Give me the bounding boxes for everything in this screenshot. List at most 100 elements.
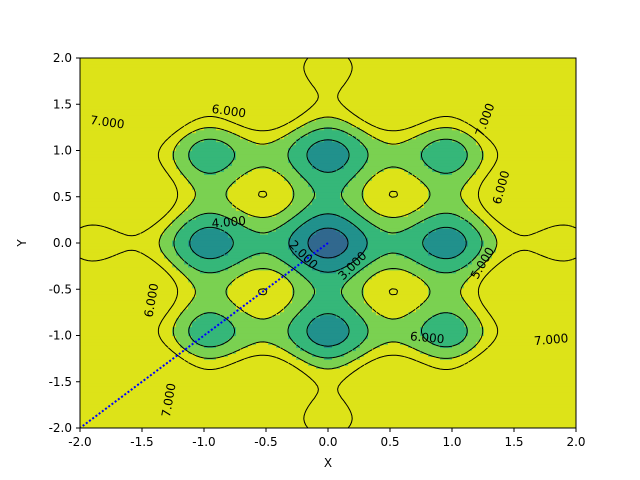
contour-cell [80, 78, 85, 83]
contour-cell [84, 335, 89, 340]
contour-cell [108, 63, 113, 68]
contour-cell [84, 395, 89, 399]
contour-cell [88, 111, 93, 116]
contour-cell [120, 231, 125, 235]
contour-cell [116, 123, 121, 128]
contour-cell [96, 308, 101, 313]
contour-cell [92, 180, 97, 184]
contour-cell [92, 78, 97, 83]
contour-cell [116, 222, 121, 226]
contour-cell [128, 162, 133, 167]
contour-cell [112, 135, 117, 140]
contour-cell [100, 147, 105, 152]
contour-cell [120, 389, 125, 393]
contour-cell [128, 219, 133, 223]
contour-cell [220, 58, 225, 62]
contour-cell [212, 58, 217, 62]
contour-cell [124, 180, 129, 184]
contour-cell [108, 296, 113, 301]
contour-cell [88, 117, 93, 122]
contour-cell [92, 84, 97, 89]
contour-cell [128, 359, 133, 363]
contour-cell [104, 356, 109, 360]
contour-cell [132, 326, 137, 331]
contour-cell [132, 359, 137, 363]
contour-cell [120, 245, 125, 250]
contour-cell [136, 377, 141, 381]
contour-cell [140, 284, 145, 289]
contour-cell [100, 248, 105, 253]
contour-cell [124, 144, 129, 149]
contour-cell [116, 60, 121, 65]
contour-cell [140, 362, 145, 366]
contour-cell [100, 58, 105, 62]
contour-cell [84, 213, 89, 217]
contour-cell [116, 63, 121, 68]
contour-cell [96, 245, 101, 250]
contour-cell [108, 404, 113, 408]
contour-cell [84, 183, 89, 187]
contour-cell [136, 257, 141, 262]
contour-cell [120, 341, 125, 346]
contour-cell [136, 234, 141, 238]
contour-cell [104, 305, 109, 310]
contour-cell [108, 210, 113, 214]
contour-cell [84, 90, 89, 95]
contour-cell [120, 72, 125, 77]
contour-cell [80, 263, 85, 268]
contour-cell [84, 192, 89, 196]
contour-cell [136, 120, 141, 125]
contour-cell [116, 248, 121, 253]
contour-cell [116, 96, 121, 101]
contour-cell [100, 416, 105, 420]
contour-cell [96, 189, 101, 193]
contour-cell [100, 386, 105, 390]
contour-cell [96, 284, 101, 289]
contour-cell [124, 395, 129, 399]
contour-cell [108, 123, 113, 128]
contour-cell [92, 302, 97, 307]
contour-cell [128, 404, 133, 408]
contour-cell [112, 299, 117, 304]
contour-cell [88, 180, 93, 184]
contour-cell [88, 165, 93, 170]
contour-cell [132, 84, 137, 89]
contour-cell [100, 398, 105, 402]
contour-cell [132, 99, 137, 104]
contour-cell [88, 177, 93, 181]
contour-cell [132, 102, 137, 107]
contour-cell [132, 320, 137, 325]
contour-cell [140, 293, 145, 298]
contour-cell [80, 293, 85, 298]
contour-cell [108, 335, 113, 340]
contour-cell [108, 386, 113, 390]
contour-cell [120, 192, 125, 196]
contour-cell [100, 395, 105, 399]
contour-cell [116, 138, 121, 143]
contour-cell [116, 386, 121, 390]
contour-cell [124, 401, 129, 405]
contour-cell [100, 123, 105, 128]
contour-cell [124, 58, 129, 62]
contour-cell [112, 207, 117, 211]
contour-cell [120, 356, 125, 360]
contour-cell [136, 108, 141, 113]
contour-cell [136, 198, 141, 202]
contour-cell [84, 347, 89, 352]
contour-cell [104, 380, 109, 384]
contour-cell [108, 195, 113, 199]
contour-cell [88, 93, 93, 98]
contour-cell [120, 120, 125, 125]
contour-cell [120, 422, 125, 426]
contour-cell [132, 165, 137, 170]
contour-cell [136, 201, 141, 205]
contour-cell [100, 174, 105, 178]
contour-cell [88, 66, 93, 71]
contour-cell [144, 58, 149, 62]
contour-cell [108, 168, 113, 172]
contour-cell [120, 111, 125, 116]
contour-cell [92, 260, 97, 265]
contour-cell [112, 362, 117, 366]
contour-cell [136, 386, 141, 390]
contour-cell [128, 377, 133, 381]
